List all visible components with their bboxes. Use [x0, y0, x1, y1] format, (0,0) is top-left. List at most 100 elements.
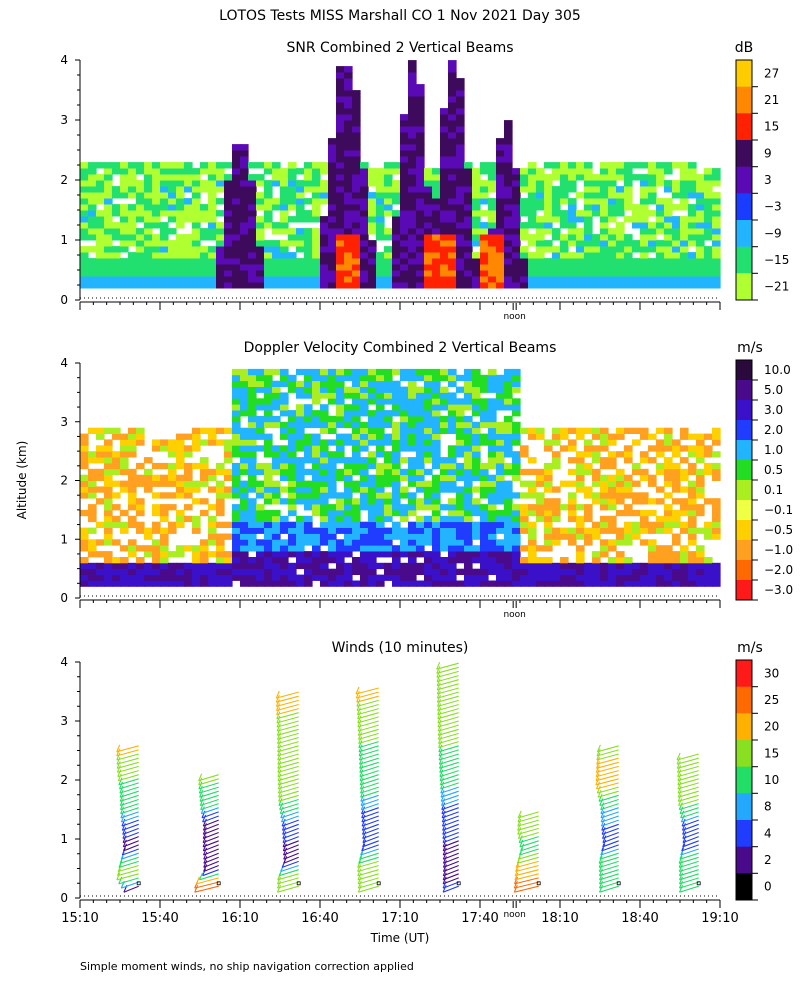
snr-cell	[616, 282, 625, 289]
doppler-cell	[688, 504, 697, 511]
snr-cell	[688, 180, 697, 187]
snr-cell	[464, 216, 473, 223]
snr-cell	[664, 162, 673, 169]
snr-cell	[488, 168, 497, 175]
doppler-cell	[496, 457, 505, 464]
snr-cell	[496, 270, 505, 277]
doppler-cell	[512, 386, 521, 393]
wind-barb	[203, 827, 219, 835]
doppler-cell	[464, 539, 473, 546]
doppler-cell	[288, 386, 297, 393]
snr-cell	[88, 204, 97, 211]
snr-cell	[440, 276, 449, 283]
doppler-cell	[184, 445, 193, 452]
colorbar-swatch	[736, 140, 752, 168]
doppler-cell	[200, 580, 209, 587]
snr-cell	[296, 276, 305, 283]
doppler-cell	[304, 521, 313, 528]
snr-cell	[144, 252, 153, 259]
snr-cell	[344, 198, 353, 205]
doppler-cell	[416, 462, 425, 470]
snr-cell	[104, 228, 113, 235]
snr-cell	[128, 216, 137, 223]
snr-cell	[584, 180, 593, 187]
snr-cell	[696, 192, 705, 199]
doppler-cell	[664, 557, 673, 564]
snr-cell	[480, 264, 489, 271]
doppler-cell	[248, 504, 257, 511]
snr-cell	[640, 270, 649, 277]
doppler-cell	[288, 480, 297, 487]
snr-cell	[504, 210, 513, 217]
doppler-cell	[592, 492, 601, 499]
snr-cell	[680, 258, 689, 265]
doppler-cell	[176, 451, 185, 458]
snr-cell	[224, 210, 233, 217]
snr-cell	[264, 198, 273, 205]
snr-cell	[584, 186, 593, 193]
snr-cell	[120, 234, 129, 241]
doppler-cell	[232, 415, 241, 423]
doppler-cell	[632, 480, 641, 487]
snr-cell	[480, 210, 489, 217]
snr-cell	[312, 282, 321, 289]
snr-cell	[312, 264, 321, 271]
doppler-cell	[696, 580, 705, 587]
snr-cell	[464, 192, 473, 199]
snr-cell	[336, 102, 345, 109]
doppler-cell	[256, 480, 265, 487]
doppler-cell	[672, 557, 681, 564]
doppler-cell	[512, 504, 521, 511]
snr-cell	[504, 240, 513, 247]
doppler-cell	[336, 374, 345, 382]
snr-cell	[440, 270, 449, 277]
snr-cell	[680, 270, 689, 277]
wind-barb-flag	[515, 864, 520, 872]
snr-cell	[152, 240, 161, 247]
doppler-cell	[544, 445, 553, 452]
doppler-cell	[464, 433, 473, 440]
snr-cell	[464, 246, 473, 253]
wind-barb-flag	[514, 868, 519, 876]
colorbar-swatch	[736, 520, 752, 541]
snr-cell	[544, 192, 553, 199]
snr-cell	[328, 216, 337, 223]
snr-cell	[416, 102, 425, 109]
snr-cell	[648, 270, 657, 277]
doppler-cell	[288, 498, 297, 505]
wind-barb	[596, 765, 619, 773]
snr-cell	[424, 252, 433, 259]
doppler-cell	[248, 539, 257, 546]
doppler-cell	[712, 474, 721, 481]
wind-barb-flag	[276, 707, 281, 715]
doppler-cell	[472, 398, 481, 405]
wind-barb-flag	[122, 827, 127, 835]
snr-cell	[360, 168, 369, 175]
doppler-cell	[376, 462, 385, 470]
wind-barb-flag	[356, 707, 361, 715]
snr-cell	[448, 246, 457, 253]
snr-cell	[128, 192, 137, 199]
doppler-cell	[536, 427, 545, 434]
snr-cell	[552, 276, 561, 283]
doppler-cell	[344, 533, 353, 540]
snr-cell	[704, 198, 713, 205]
snr-cell	[640, 204, 649, 211]
doppler-cell	[600, 551, 609, 558]
snr-cell	[696, 180, 705, 187]
x-axis-label: Time (UT)	[370, 931, 430, 945]
x-tick-label: 17:40	[461, 911, 498, 926]
snr-cell	[248, 180, 257, 187]
snr-cell	[488, 180, 497, 187]
wind-barb	[518, 811, 539, 819]
doppler-cell	[232, 368, 241, 376]
doppler-cell	[408, 498, 417, 505]
snr-cell	[304, 282, 313, 289]
wind-barb-flag	[437, 732, 442, 740]
snr-cell	[400, 114, 409, 121]
doppler-cell	[232, 568, 241, 575]
doppler-cell	[184, 474, 193, 481]
doppler-cell	[152, 574, 161, 581]
doppler-cell	[336, 439, 345, 446]
